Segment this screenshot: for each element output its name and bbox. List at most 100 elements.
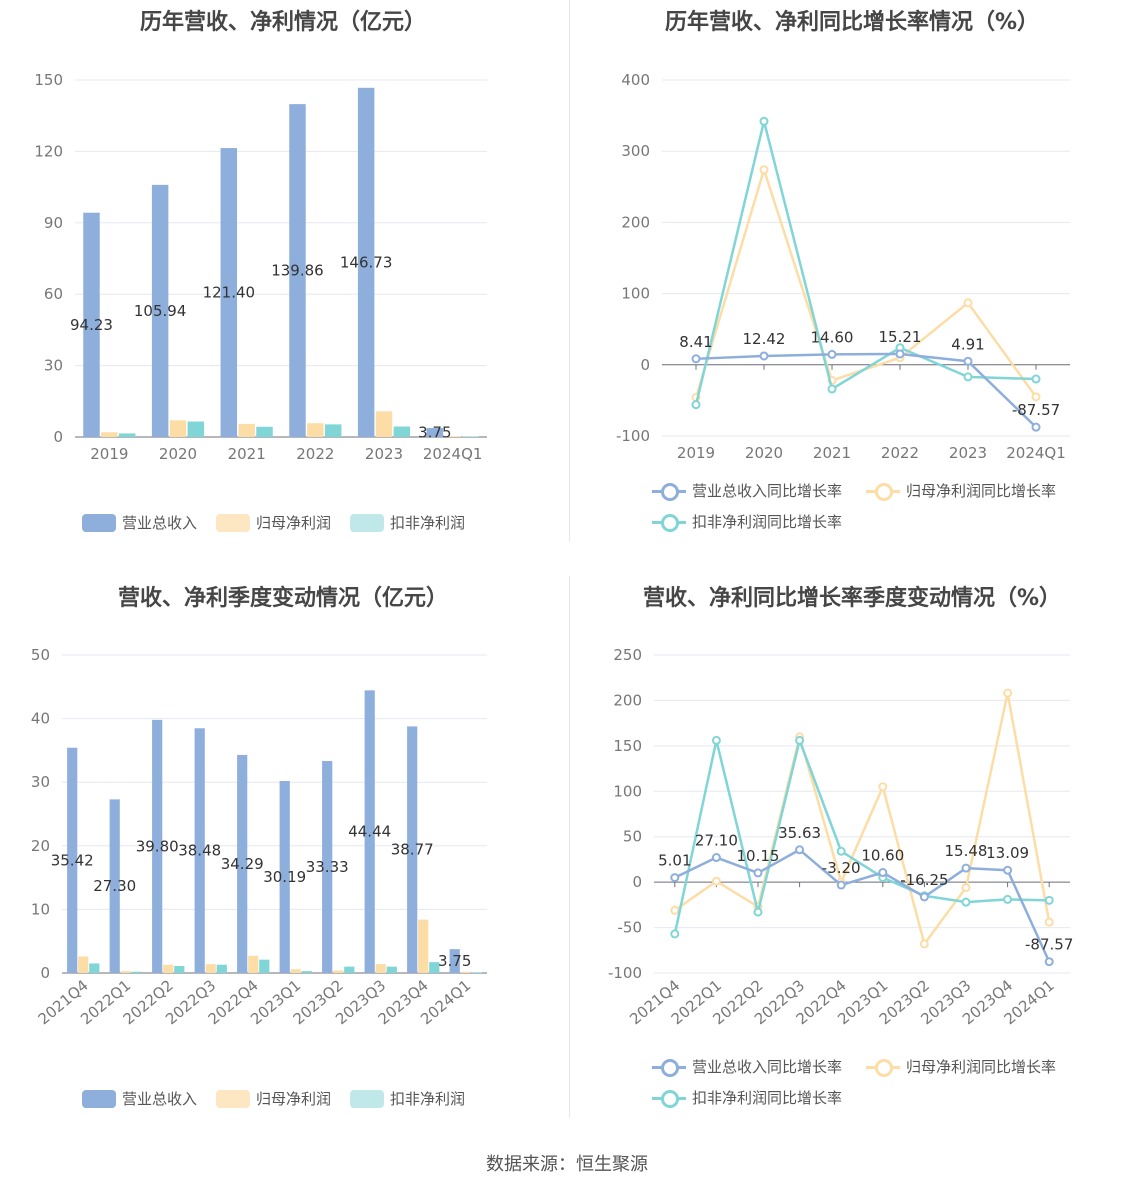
data-point (836, 880, 846, 890)
bar (460, 971, 471, 973)
data-label: 139.86 (271, 262, 324, 280)
data-point (919, 892, 929, 902)
data-point (919, 939, 929, 949)
data-point (1044, 895, 1054, 905)
legend-item-net-profit[interactable]: 归母净利润 (216, 512, 331, 533)
data-label: 121.40 (203, 284, 256, 302)
bar (444, 436, 461, 437)
y-tick-label: 30 (31, 773, 50, 791)
y-tick-label: 250 (613, 646, 642, 664)
legend-item-deducted-profit[interactable]: 扣非净利润 (350, 1088, 465, 1109)
series-line (673, 739, 1050, 935)
x-tick-label: 2020 (159, 445, 197, 463)
legend-item-revenue-growth[interactable]: 营业总收入同比增长率 (652, 1056, 842, 1077)
bar (248, 955, 259, 973)
data-point (963, 372, 973, 382)
x-tick-label: 2022 (296, 445, 334, 463)
bar (151, 184, 169, 437)
data-label: 15.21 (879, 328, 922, 346)
y-tick-label: 20 (31, 837, 50, 855)
data-label: 35.42 (51, 851, 94, 869)
data-label: 35.63 (778, 824, 821, 842)
bar (407, 726, 418, 973)
series-line (695, 352, 1037, 429)
bar (83, 212, 100, 437)
quarterly-growth-chart: -100-500501001502002502021Q42022Q12022Q2… (608, 646, 1073, 1028)
y-tick-label: -100 (616, 427, 650, 445)
legend-swatch (350, 1089, 384, 1108)
y-tick-label: 0 (40, 964, 50, 982)
y-tick-label: 100 (613, 782, 642, 800)
y-tick-label: 50 (623, 828, 642, 846)
vertical-divider-bottom (569, 576, 570, 1118)
x-tick-label: 2019 (677, 444, 715, 462)
y-tick-label: 0 (53, 428, 63, 446)
legend-item-deducted-growth[interactable]: 扣非净利润同比增长率 (652, 511, 842, 532)
data-point (759, 351, 769, 361)
legend-label: 营业总收入 (122, 514, 198, 532)
data-point (795, 735, 805, 745)
data-point (1003, 894, 1013, 904)
bar (152, 719, 163, 973)
y-tick-label: 0 (640, 356, 650, 374)
quarterly-amounts-chart: 010203040502021Q42022Q12022Q22022Q32022Q… (31, 646, 487, 1028)
chart-legend: 营业总收入同比增长率 归母净利润同比增长率 扣非净利润同比增长率 (570, 480, 1134, 540)
bar (109, 799, 120, 973)
data-point (1003, 688, 1013, 698)
chart-legend: 营业总收入同比增长率 归母净利润同比增长率 扣非净利润同比增长率 (570, 1056, 1134, 1116)
data-label: 33.33 (306, 858, 349, 876)
data-point (670, 929, 680, 939)
data-point (670, 905, 680, 915)
legend-label: 扣非净利润 (390, 514, 466, 532)
y-tick-label: 200 (621, 213, 650, 231)
legend-label: 归母净利润 (256, 1090, 332, 1108)
legend-item-net-profit[interactable]: 归母净利润 (216, 1088, 331, 1109)
y-tick-label: 200 (613, 691, 642, 709)
data-source: 数据来源：恒生聚源 (486, 1154, 648, 1175)
data-label: 8.41 (679, 333, 712, 351)
bar (393, 426, 411, 437)
legend-swatch (866, 482, 900, 501)
legend-swatch (652, 1058, 686, 1077)
x-tick-label: 2019 (90, 445, 128, 463)
legend-item-deducted-profit[interactable]: 扣非净利润 (350, 512, 465, 533)
series-line (674, 691, 1051, 946)
data-label: 94.23 (70, 316, 113, 334)
data-point (878, 782, 888, 792)
data-point (711, 853, 721, 863)
x-tick-label: 2021 (228, 445, 266, 463)
legend-item-net-growth[interactable]: 归母净利润同比增长率 (866, 480, 1056, 501)
legend-item-revenue-growth[interactable]: 营业总收入同比增长率 (652, 480, 842, 501)
y-tick-label: 150 (34, 71, 63, 89)
x-tick-label: 2024Q1 (423, 445, 483, 463)
legend-item-revenue[interactable]: 营业总收入 (82, 512, 197, 533)
y-tick-label: 10 (31, 900, 50, 918)
bar (256, 426, 273, 437)
legend-item-deducted-growth[interactable]: 扣非净利润同比增长率 (652, 1087, 842, 1108)
legend-item-revenue[interactable]: 营业总收入 (82, 1088, 197, 1109)
legend-label: 扣非净利润同比增长率 (692, 513, 843, 531)
y-tick-label: 90 (44, 214, 63, 232)
series-line (674, 848, 1051, 963)
data-label: 34.29 (221, 855, 264, 873)
data-label: 30.19 (263, 868, 306, 886)
legend-label: 营业总收入同比增长率 (692, 482, 843, 500)
legend-swatch (82, 513, 116, 532)
data-point (961, 897, 971, 907)
data-point (836, 846, 846, 856)
y-tick-label: 150 (613, 737, 642, 755)
y-tick-label: 30 (44, 357, 63, 375)
legend-item-net-growth[interactable]: 归母净利润同比增长率 (866, 1056, 1056, 1077)
chart-legend: 营业总收入 归母净利润 扣非净利润 (0, 512, 566, 532)
bar (471, 972, 482, 973)
data-point (711, 735, 721, 745)
bar (89, 963, 100, 973)
bar (344, 966, 355, 973)
x-tick-label: 2021 (813, 444, 851, 462)
legend-label: 营业总收入 (122, 1090, 198, 1108)
data-label: 3.75 (438, 952, 471, 970)
data-point (1044, 957, 1054, 967)
y-tick-label: -100 (608, 964, 642, 982)
chart-title: 营收、净利季度变动情况（亿元） (117, 586, 448, 611)
x-tick-label: 2020 (745, 444, 783, 462)
